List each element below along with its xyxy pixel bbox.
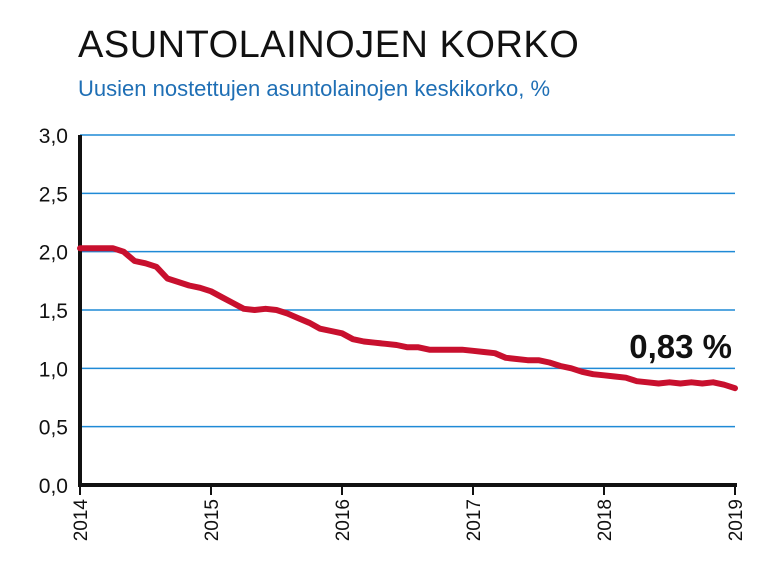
- chart-title: ASUNTOLAINOJEN KORKO: [78, 24, 580, 66]
- y-tick-label: 1,5: [39, 300, 68, 323]
- x-tick-label: 2016: [333, 499, 354, 541]
- y-tick-label: 0,5: [39, 417, 68, 440]
- x-tick-label: 2019: [726, 499, 747, 541]
- y-tick-label: 0,0: [39, 475, 68, 498]
- x-axis-ticks: 2014 2015 2016 2017 2018 2019: [71, 485, 747, 541]
- last-value-annotation: 0,83 %: [629, 328, 732, 365]
- series-line: [77, 245, 738, 392]
- x-tick-label: 2015: [202, 499, 223, 541]
- x-tick-label: 2014: [71, 499, 92, 542]
- y-tick-label: 3,0: [39, 125, 68, 148]
- y-tick-label: 2,5: [39, 183, 68, 206]
- x-tick-label: 2017: [464, 499, 485, 541]
- y-tick-label: 2,0: [39, 242, 68, 265]
- x-tick-label: 2018: [595, 499, 616, 541]
- y-tick-label: 1,0: [39, 358, 68, 381]
- grid-lines: [80, 134, 735, 428]
- y-axis-ticks: 0,0 0,5 1,0 1,5 2,0 2,5 3,0: [39, 125, 68, 498]
- chart-subtitle: Uusien nostettujen asuntolainojen keskik…: [78, 76, 551, 101]
